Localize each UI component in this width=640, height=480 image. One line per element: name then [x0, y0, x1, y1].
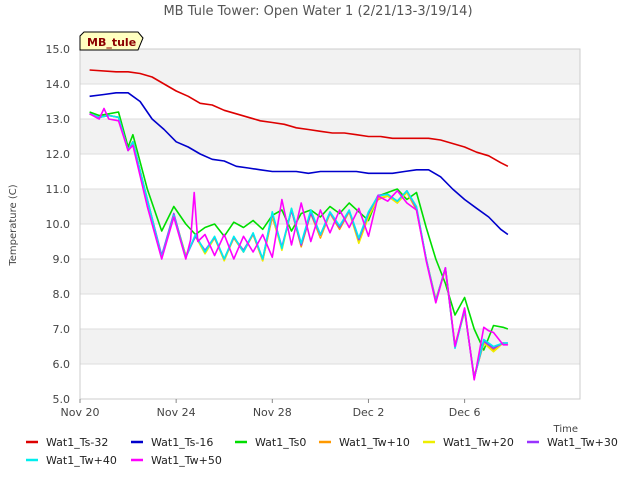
grid-band — [80, 259, 580, 294]
x-tick-label: Nov 28 — [253, 406, 292, 419]
legend-item: Wat1_Tw+30 — [527, 436, 618, 449]
legend-label: Wat1_Ts-32 — [46, 436, 108, 449]
y-tick-label: 11.0 — [46, 183, 71, 196]
legend-label: Wat1_Tw+30 — [547, 436, 618, 449]
y-axis-label: Temperature (C) — [8, 184, 19, 266]
site-tag-label: MB_tule — [87, 36, 136, 49]
y-tick-label: 14.0 — [46, 78, 71, 91]
legend-item: Wat1_Tw+40 — [26, 454, 117, 467]
legend-label: Wat1_Tw+20 — [443, 436, 514, 449]
x-tick-label: Nov 20 — [61, 406, 100, 419]
grid-band — [80, 119, 580, 154]
y-tick-label: 15.0 — [46, 43, 71, 56]
grid-band — [80, 294, 580, 329]
grid-band — [80, 84, 580, 119]
legend-item: Wat1_Ts-16 — [131, 436, 213, 449]
x-axis: Nov 20 Nov 24 Nov 28 Dec 2 Dec 6 — [61, 399, 481, 419]
plot-border — [79, 48, 581, 400]
x-tick-label: Nov 24 — [157, 406, 196, 419]
legend: Wat1_Ts-32 Wat1_Ts-16 Wat1_Ts0 Wat1_Tw+10 Wa… — [26, 436, 618, 467]
x-axis-label: Time — [553, 424, 578, 435]
grid-bands — [80, 49, 580, 399]
series-line-wat1-tw-50 — [89, 107, 508, 381]
x-tick-label: Dec 2 — [353, 406, 385, 419]
legend-label: Wat1_Ts-16 — [151, 436, 213, 449]
legend-item: Wat1_Tw+20 — [423, 436, 514, 449]
y-tick-label: 12.0 — [46, 148, 71, 161]
legend-item: Wat1_Ts0 — [235, 436, 306, 449]
site-tag: MB_tule — [79, 31, 144, 51]
legend-item: Wat1_Ts-32 — [26, 436, 108, 449]
series-line-wat1-ts0 — [89, 111, 509, 351]
y-tick-label: 6.0 — [53, 358, 71, 371]
series-layer — [89, 69, 509, 381]
grid-band — [80, 49, 580, 84]
legend-label: Wat1_Tw+40 — [46, 454, 117, 467]
y-tick-label: 7.0 — [53, 323, 71, 336]
y-tick-label: 8.0 — [53, 288, 71, 301]
legend-item: Wat1_Tw+50 — [131, 454, 222, 467]
y-tick-label: 9.0 — [53, 253, 71, 266]
chart-title: MB Tule Tower: Open Water 1 (2/21/13-3/1… — [163, 4, 472, 19]
grid-band — [80, 364, 580, 399]
y-axis: 5.0 6.0 7.0 8.0 9.0 10.0 11.0 12.0 13.0 14.0 15.0 — [46, 43, 71, 406]
series-line-wat1-ts-16 — [89, 92, 509, 236]
legend-label: Wat1_Tw+10 — [339, 436, 410, 449]
legend-label: Wat1_Ts0 — [255, 436, 306, 449]
y-tick-label: 13.0 — [46, 113, 71, 126]
grid-band — [80, 329, 580, 364]
y-tick-label: 10.0 — [46, 218, 71, 231]
legend-item: Wat1_Tw+10 — [319, 436, 410, 449]
series-line-wat1-ts-32 — [89, 69, 509, 168]
y-tick-label: 5.0 — [53, 393, 71, 406]
legend-label: Wat1_Tw+50 — [151, 454, 222, 467]
x-tick-label: Dec 6 — [449, 406, 481, 419]
